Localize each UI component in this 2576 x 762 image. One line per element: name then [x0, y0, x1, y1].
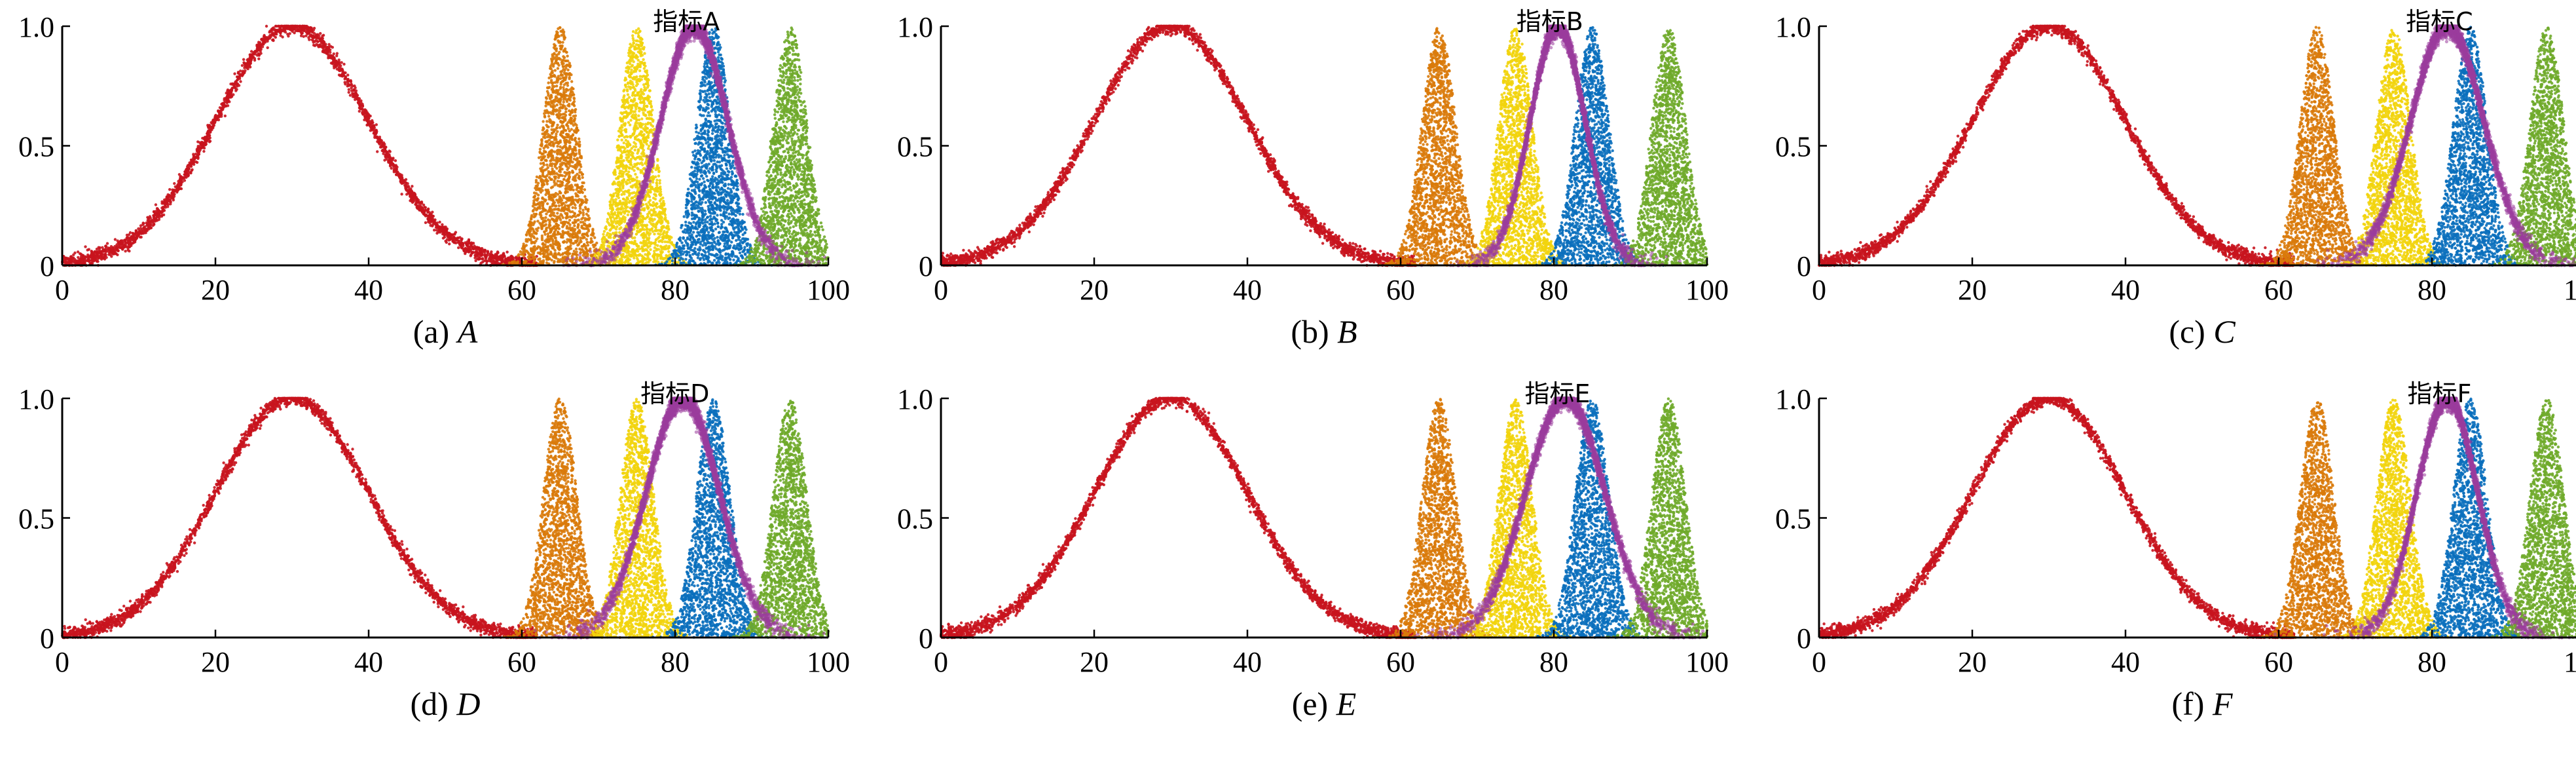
data-point: [438, 221, 441, 223]
data-point: [376, 150, 378, 153]
data-point: [400, 193, 403, 195]
data-point: [272, 38, 274, 41]
data-point: [348, 88, 350, 91]
data-point: [191, 168, 193, 171]
data-point: [234, 89, 237, 92]
data-point: [506, 251, 508, 254]
figure-six-panel-scatter: 0 20 40 60 80 10000.51.0 指标A(a) A0 20 40 60 80 1000…: [0, 0, 2576, 762]
series-0: [61, 25, 538, 267]
data-point: [319, 32, 322, 35]
